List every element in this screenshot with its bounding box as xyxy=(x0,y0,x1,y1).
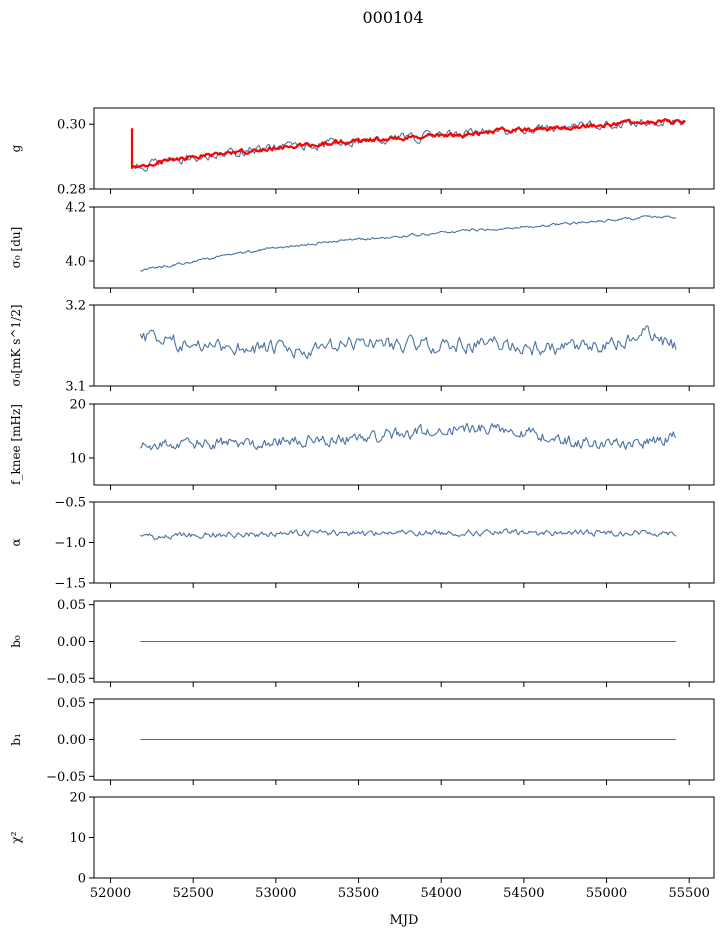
y-tick-label: −0.5 xyxy=(54,496,86,511)
x-tick-label: 55000 xyxy=(586,886,627,901)
x-axis-label: MJD xyxy=(390,913,419,928)
y-axis-label: α xyxy=(9,538,23,546)
axes-frame xyxy=(93,403,715,486)
panel-3: 10 20 f_knee [mHz] xyxy=(9,398,715,490)
panel-6: −0.05 0.00 0.05 b₁ xyxy=(9,696,715,785)
series-data-line xyxy=(139,325,677,360)
series-data-line xyxy=(139,528,677,541)
y-tick-label: −1.5 xyxy=(54,577,86,592)
figure-title: 000104 xyxy=(362,8,423,27)
y-tick-label: 4.0 xyxy=(65,255,86,270)
series-data-line xyxy=(139,422,677,451)
axes-frame xyxy=(93,304,715,387)
x-tick-label: 52500 xyxy=(173,886,214,901)
y-tick-label: 0.05 xyxy=(57,598,86,613)
y-tick-label: 10 xyxy=(69,831,86,846)
y-tick-label: 10 xyxy=(69,452,86,467)
y-tick-label: 0 xyxy=(78,872,86,887)
x-tick-label: 53500 xyxy=(338,886,379,901)
panel-0: 0.28 0.30 g xyxy=(9,107,715,198)
y-tick-label: 3.2 xyxy=(65,299,86,314)
y-tick-label: 3.1 xyxy=(65,380,86,395)
axes-frame xyxy=(93,501,715,584)
panel-2: 3.1 3.2 σ₀[mK s^1/2] xyxy=(9,299,715,395)
series-data-line xyxy=(140,215,677,272)
y-tick-label: −1.0 xyxy=(54,536,86,551)
y-tick-label: 0.30 xyxy=(57,118,86,133)
panel-7: 0 10 20 52000 52500 53000 53500 54000 54500 55000… xyxy=(9,791,715,901)
panel-4: −1.5 −1.0 −0.5 α xyxy=(9,496,715,592)
x-tick-label: 54500 xyxy=(503,886,544,901)
y-tick-label: 20 xyxy=(69,398,86,413)
axes-frame xyxy=(93,796,715,879)
y-axis-label: b₀ xyxy=(9,635,23,648)
x-tick-label: 54000 xyxy=(421,886,462,901)
y-tick-label: −0.05 xyxy=(46,770,86,785)
y-tick-label: 0.28 xyxy=(57,183,86,198)
series-model-line xyxy=(130,118,686,169)
y-tick-label: −0.05 xyxy=(46,672,86,687)
y-axis-label: χ² xyxy=(9,831,23,843)
y-tick-label: 4.2 xyxy=(65,201,86,216)
y-axis-label: σ₀ [du] xyxy=(9,227,23,269)
x-tick-label: 55500 xyxy=(669,886,710,901)
y-tick-label: 20 xyxy=(69,791,86,806)
x-tick-label: 52000 xyxy=(90,886,131,901)
y-axis-label: b₁ xyxy=(9,733,23,746)
axes-frame xyxy=(93,206,715,289)
y-tick-label: 0.00 xyxy=(57,733,86,748)
axes-frame xyxy=(93,107,715,190)
y-axis-label: f_knee [mHz] xyxy=(9,404,23,485)
y-tick-label: 0.00 xyxy=(57,635,86,650)
y-tick-label: 0.05 xyxy=(57,696,86,711)
panel-5: −0.05 0.00 0.05 b₀ xyxy=(9,598,715,687)
x-tick-label: 53000 xyxy=(255,886,296,901)
y-axis-label: g xyxy=(9,144,23,152)
panel-1: 4.0 4.2 σ₀ [du] xyxy=(9,201,715,293)
y-axis-label: σ₀[mK s^1/2] xyxy=(9,304,23,386)
panels: 0.28 0.30 g 4.0 4.2 σ₀ [du] 3.1 3.2 σ₀[mK s^1/2]… xyxy=(9,107,715,901)
